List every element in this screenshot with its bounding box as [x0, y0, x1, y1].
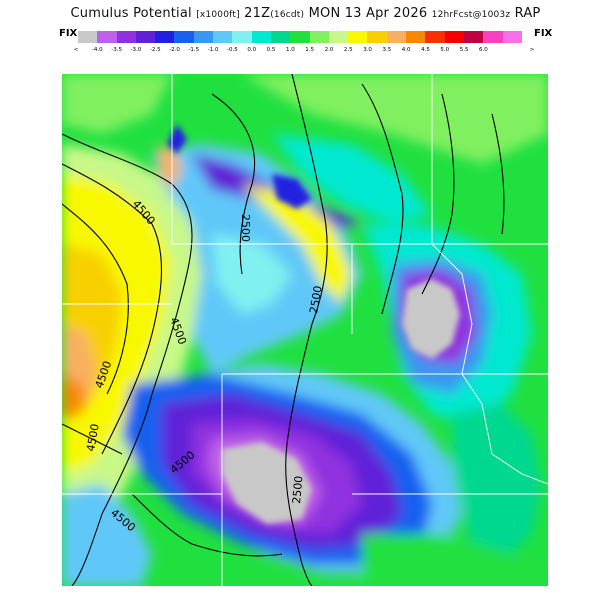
color-swatch	[78, 31, 98, 43]
color-swatch	[97, 31, 117, 43]
scale-tick-label: -2.0	[169, 47, 180, 53]
color-swatch	[406, 31, 426, 43]
contour-label: 2500	[307, 285, 325, 315]
scale-tick-label: 1.5	[305, 47, 315, 53]
scale-tick-label: 6.0	[479, 47, 488, 53]
color-swatch	[174, 31, 194, 43]
color-swatch	[135, 31, 156, 43]
scale-tick-label: -1.0	[207, 47, 219, 53]
scale-tick-label: -1.5	[188, 47, 200, 53]
color-swatch	[328, 31, 349, 43]
contour-label: 4500	[84, 423, 102, 453]
color-swatch	[309, 31, 329, 43]
color-swatch	[425, 31, 445, 43]
color-swatch	[386, 31, 407, 43]
color-swatch	[463, 31, 484, 43]
scale-arrow-left: <	[73, 47, 79, 53]
title-units: [x1000ft]	[196, 10, 240, 20]
color-scale-bar	[78, 31, 522, 43]
color-swatch	[155, 31, 175, 43]
scale-tick-label: 2.0	[324, 47, 334, 53]
scale-tick-label: 3.5	[382, 47, 392, 53]
fix-left-label: FIX	[59, 28, 78, 39]
color-swatch	[213, 31, 233, 43]
scale-tick-label: -3.5	[111, 47, 122, 53]
scale-tick-label: 4.0	[401, 47, 411, 53]
scale-arrow-right: >	[529, 47, 535, 53]
color-swatch	[367, 31, 387, 43]
color-swatch	[251, 31, 271, 43]
title-local: (16cdt)	[270, 10, 305, 20]
scale-tick-label: 1.0	[285, 47, 295, 53]
scale-tick-label: 0.0	[247, 47, 257, 53]
state-borders	[62, 74, 548, 586]
scale-tick-label: 5.5	[459, 47, 469, 53]
scale-tick-label: -0.5	[227, 47, 238, 53]
fix-right-label: FIX	[534, 28, 553, 39]
cumulus-potential-map: 2500 2500 2500 4500 4500 4500 4500 4500 …	[62, 74, 548, 586]
scale-tick-label: -2.5	[149, 47, 161, 53]
title-main: Cumulus Potential	[70, 6, 192, 21]
color-swatch	[502, 31, 522, 43]
title-model: RAP	[514, 6, 541, 21]
scale-tick-label: 3.0	[363, 47, 372, 53]
contour-label: 2500	[290, 475, 305, 504]
scale-tick-label: 2.5	[343, 47, 353, 53]
scale-tick-label: -4.0	[91, 47, 103, 53]
title-time: 21Z	[244, 6, 271, 21]
min-regions	[167, 124, 460, 524]
contour-lines	[62, 74, 505, 586]
scale-tick-label: 4.5	[421, 47, 430, 53]
title-fcst: 12hrFcst@1003z	[431, 10, 511, 20]
color-swatch	[348, 31, 368, 43]
color-swatch	[116, 31, 136, 43]
color-swatch	[483, 31, 503, 43]
color-swatch	[444, 31, 464, 43]
scale-tick-label: -3.0	[130, 47, 142, 53]
color-swatch	[270, 31, 291, 43]
title-date: MON 13 Apr 2026	[308, 6, 428, 21]
color-swatch	[232, 31, 252, 43]
scale-tick-label: 5.0	[440, 47, 450, 53]
scale-tick-label: 0.5	[266, 47, 276, 53]
color-swatch	[193, 31, 214, 43]
color-swatch	[290, 31, 310, 43]
contour-label: 2500	[239, 214, 252, 242]
color-scale-labels: < -4.0 -3.5 -3.0 -2.5 -2.0 -1.5 -1.0 -0.5 0.0 0.5 1…	[68, 47, 535, 57]
map-title: Cumulus Potential [x1000ft] 21Z(16cdt) M…	[0, 6, 611, 21]
